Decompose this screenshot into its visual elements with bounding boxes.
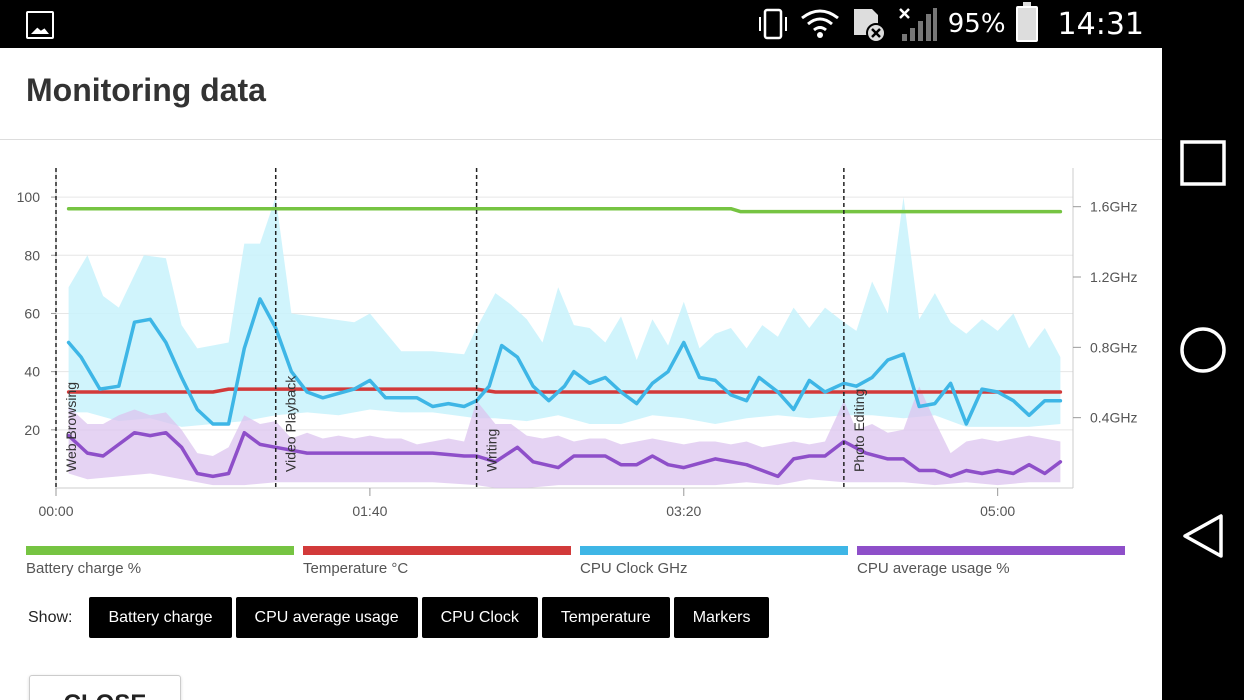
cpu-usage-line [66, 430, 1063, 479]
recents-button[interactable] [1178, 138, 1228, 188]
page-title: Monitoring data [26, 72, 266, 108]
status-icons: 95% 14:31 [756, 0, 1144, 48]
legend-item-cpu-usage: CPU average usage % [857, 546, 1125, 577]
show-label: Show: [28, 608, 73, 626]
legend-swatch-temperature [303, 546, 571, 555]
y-left-tick-label: 40 [24, 364, 40, 380]
chart-legend: Battery charge % Temperature °C CPU Cloc… [26, 546, 1136, 577]
legend-swatch-cpu-clock [580, 546, 848, 555]
circle-icon [1180, 327, 1226, 373]
back-button[interactable] [1178, 511, 1228, 561]
x-tick-label: 05:00 [980, 503, 1015, 519]
battery-icon [1015, 2, 1038, 42]
battery-charge-toggle[interactable]: Battery charge [89, 597, 232, 638]
y-left-tick-label: 100 [17, 189, 41, 205]
y-right-tick-label: 1.6GHz [1090, 199, 1137, 215]
event-marker-label: Photo Editing [851, 389, 867, 472]
battery-charge-line [66, 206, 1063, 214]
legend-label-cpu-clock: CPU Clock GHz [580, 560, 688, 577]
wifi-icon [800, 9, 839, 38]
cpu-clock-line [66, 297, 1063, 426]
legend-label-temperature: Temperature °C [303, 560, 409, 577]
cpu-usage-range-band [68, 386, 1061, 488]
y-left-tick-label: 60 [24, 305, 40, 321]
home-button[interactable] [1178, 325, 1228, 375]
clock: 14:31 [1057, 6, 1144, 42]
x-tick-label: 00:00 [38, 503, 73, 519]
temperature-toggle[interactable]: Temperature [541, 597, 670, 638]
dialog-content: Monitoring data 20 40 60 80 100 0.4GHz 0.8GHz 1… [0, 48, 1162, 700]
chart-svg: 20 40 60 80 100 0.4GHz 0.8GHz 1.2GHz 1.6GHz 00:00… [17, 168, 1137, 519]
temperature-line [66, 387, 1063, 394]
event-marker-label: Video Playback [283, 375, 299, 472]
battery-percent: 95% [947, 9, 1006, 39]
legend-label-cpu-usage: CPU average usage % [857, 560, 1010, 577]
cpu-clock-toggle[interactable]: CPU Clock [421, 597, 538, 638]
x-tick-label: 03:20 [666, 503, 701, 519]
sim-no-service-icon [853, 9, 886, 43]
legend-item-battery: Battery charge % [26, 546, 294, 577]
close-button[interactable]: CLOSE [29, 675, 181, 700]
square-icon [1180, 140, 1226, 186]
y-right-tick-label: 0.4GHz [1090, 410, 1137, 426]
triangle-back-icon [1183, 514, 1223, 558]
legend-swatch-battery [26, 546, 294, 555]
legend-label-battery: Battery charge % [26, 560, 142, 577]
dialog-header: Monitoring data [0, 48, 1162, 140]
event-marker-label: Writing [484, 429, 500, 472]
legend-item-cpu-clock: CPU Clock GHz [580, 546, 848, 577]
y-left-tick-label: 20 [24, 422, 40, 438]
cpu-clock-range-band [68, 197, 1061, 427]
vibrate-icon [758, 8, 787, 40]
navigation-bar [1162, 48, 1244, 700]
signal-icon [898, 8, 937, 41]
markers-toggle[interactable]: Markers [673, 597, 770, 638]
legend-item-temperature: Temperature °C [303, 546, 571, 577]
monitoring-chart: 20 40 60 80 100 0.4GHz 0.8GHz 1.2GHz 1.6GHz 00:00… [0, 160, 1162, 530]
event-marker-label: Web Browsing [63, 382, 79, 472]
cpu-average-usage-toggle[interactable]: CPU average usage [235, 597, 418, 638]
gallery-icon [26, 11, 54, 39]
show-filter-row: Show: Battery charge CPU average usage C… [28, 597, 773, 638]
y-right-tick-label: 0.8GHz [1090, 339, 1137, 355]
y-left-tick-label: 80 [24, 247, 40, 263]
legend-swatch-cpu-usage [857, 546, 1125, 555]
y-right-tick-label: 1.2GHz [1090, 269, 1137, 285]
x-tick-label: 01:40 [352, 503, 387, 519]
status-bar: 95% 14:31 [0, 0, 1244, 48]
